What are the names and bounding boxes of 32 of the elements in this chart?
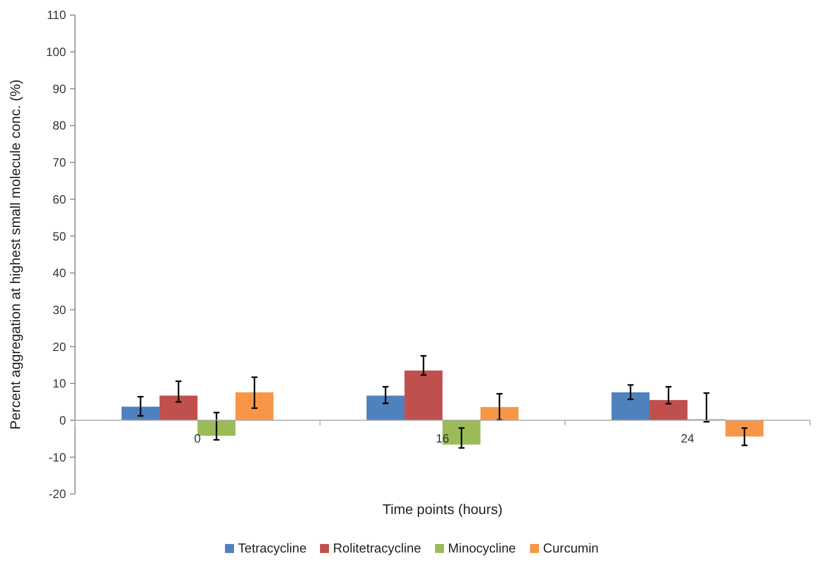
y-tick-label: 70 (52, 156, 66, 170)
x-tick-label: 0 (194, 431, 202, 446)
y-tick-label: 40 (52, 266, 66, 280)
y-tick-label: 30 (52, 302, 66, 317)
y-tick-label: 60 (52, 192, 66, 206)
x-tick-label: 24 (680, 431, 694, 446)
y-tick-label: 80 (52, 118, 66, 133)
bar (366, 396, 405, 420)
bar (404, 370, 442, 420)
bar (480, 407, 518, 420)
y-tick-label: 0 (59, 414, 66, 428)
bar (235, 392, 274, 420)
y-tick-label: -10 (48, 450, 66, 464)
bar (198, 420, 236, 436)
y-tick-label: 50 (52, 229, 66, 244)
bar (122, 406, 160, 420)
x-axis-title: Time points (hours) (382, 501, 503, 517)
bar (612, 392, 650, 420)
y-tick-label: 10 (52, 376, 66, 391)
bar (725, 420, 764, 437)
y-tick-label: -20 (48, 487, 66, 502)
bar (650, 400, 688, 420)
y-tick-label: 110 (46, 8, 66, 22)
legend-label: Rolitetracycline (333, 540, 422, 556)
y-tick-label: 90 (52, 82, 66, 96)
bar (160, 396, 198, 420)
y-axis-title: Percent aggregation at highest small molecule conc. (%) (7, 79, 23, 430)
legend-label: Curcumin (543, 540, 599, 556)
legend-label: Tetracycline (238, 540, 307, 556)
legend-label: Minocycline (448, 540, 516, 556)
y-tick-label: 20 (52, 340, 66, 354)
y-tick-label: 100 (46, 45, 66, 60)
